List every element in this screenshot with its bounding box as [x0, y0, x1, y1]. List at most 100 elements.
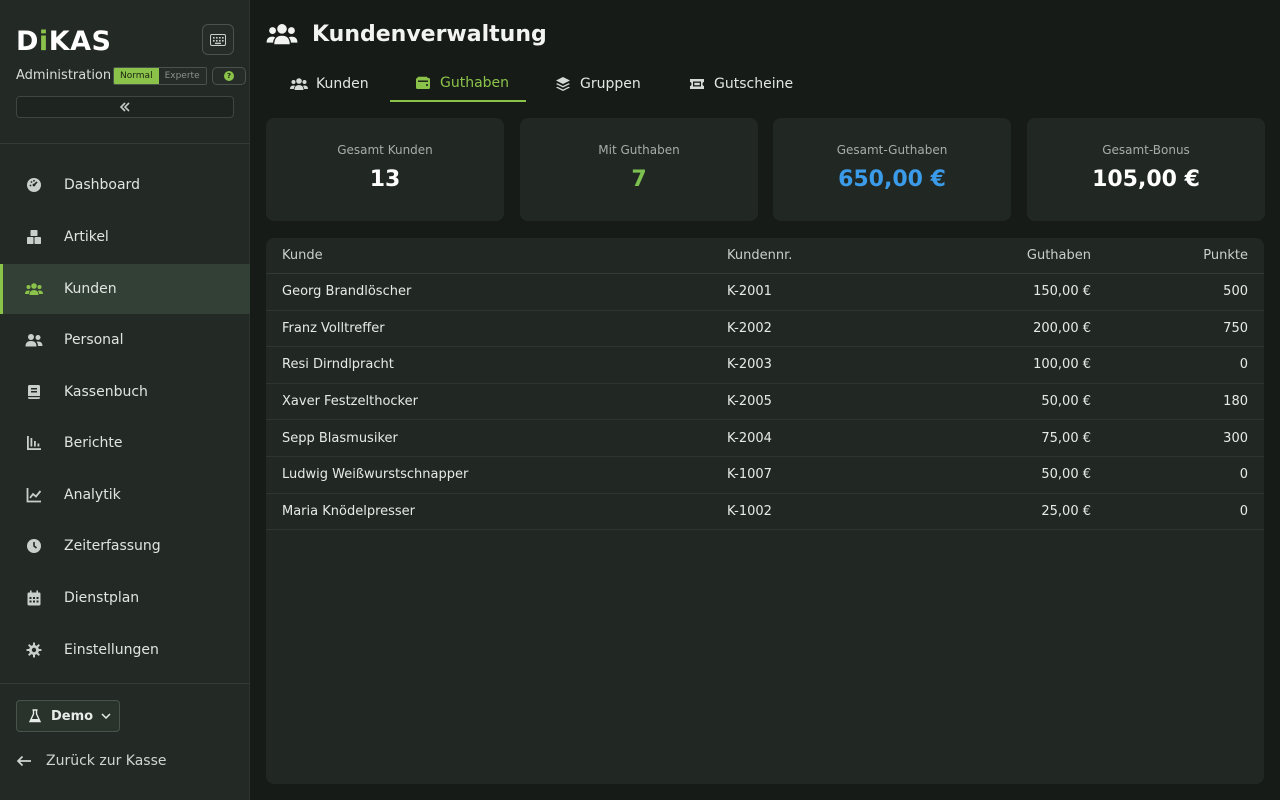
- sidebar-item-label: Kassenbuch: [64, 384, 148, 400]
- sidebar-item-einstellungen[interactable]: Einstellungen: [0, 625, 250, 675]
- customer-number-cell: K-2002: [727, 320, 772, 336]
- demo-dropdown[interactable]: Demo: [16, 700, 120, 732]
- sidebar-item-label: Einstellungen: [64, 642, 159, 658]
- points-cell: 500: [1223, 284, 1248, 300]
- admin-label: Administration: [16, 68, 112, 83]
- sidebar-item-label: Kunden: [64, 281, 117, 297]
- users-icon: [290, 75, 308, 93]
- back-link-label: Zurück zur Kasse: [46, 753, 167, 769]
- balance-cell: 25,00 €: [1041, 503, 1091, 519]
- layers-icon: [554, 75, 572, 93]
- flask-icon: [29, 709, 41, 723]
- help-button[interactable]: ?: [212, 67, 246, 85]
- sidebar-item-dashboard[interactable]: Dashboard: [0, 160, 250, 210]
- points-cell: 300: [1223, 430, 1248, 446]
- double-chevron-left-icon: [119, 102, 130, 112]
- sidebar-item-kassenbuch[interactable]: Kassenbuch: [0, 367, 250, 417]
- stat-value: 13: [369, 167, 401, 192]
- customer-name-cell: Georg Brandlöscher: [282, 284, 412, 300]
- tab-kunden[interactable]: Kunden: [266, 66, 390, 102]
- stat-label: Gesamt Kunden: [337, 143, 433, 157]
- table-row[interactable]: Georg Brandlöscher K-2001 150,00 € 500: [266, 274, 1264, 311]
- sidebar-item-label: Dashboard: [64, 177, 140, 193]
- mode-expert-option[interactable]: Experte: [158, 68, 206, 84]
- arrow-left-icon: [16, 755, 31, 767]
- sidebar-item-label: Artikel: [64, 229, 109, 245]
- mode-toggle[interactable]: Normal Experte: [113, 67, 207, 85]
- tab-gruppen[interactable]: Gruppen: [526, 66, 662, 102]
- customer-number-cell: K-2001: [727, 284, 772, 300]
- sidebar-item-personal[interactable]: Personal: [0, 315, 250, 365]
- page-title: Kundenverwaltung: [266, 18, 547, 50]
- sidebar-item-artikel[interactable]: Artikel: [0, 212, 250, 262]
- sidebar-item-label: Dienstplan: [64, 590, 140, 606]
- balance-cell: 150,00 €: [1033, 284, 1091, 300]
- divider: [0, 143, 250, 144]
- balance-table: Kunde Kundennr. Guthaben Punkte Georg Br…: [266, 238, 1264, 784]
- stat-card-total-balance: Gesamt-Guthaben 650,00 €: [773, 118, 1011, 221]
- customer-number-cell: K-1002: [727, 503, 772, 519]
- sidebar-item-label: Berichte: [64, 435, 123, 451]
- stat-value: 7: [631, 167, 647, 192]
- points-cell: 750: [1223, 320, 1248, 336]
- sidebar-item-dienstplan[interactable]: Dienstplan: [0, 573, 250, 623]
- demo-label: Demo: [51, 708, 94, 724]
- column-header-kunde[interactable]: Kunde: [282, 248, 323, 263]
- tab-label: Gutscheine: [714, 76, 794, 92]
- mode-normal-option[interactable]: Normal: [114, 68, 159, 84]
- wallet-icon: [414, 74, 432, 92]
- tab-guthaben[interactable]: Guthaben: [390, 66, 526, 102]
- sidebar-item-berichte[interactable]: Berichte: [0, 418, 250, 468]
- balance-cell: 200,00 €: [1033, 320, 1091, 336]
- customer-name-cell: Franz Volltreffer: [282, 320, 385, 336]
- page-title-text: Kundenverwaltung: [312, 21, 547, 47]
- table-row[interactable]: Franz Volltreffer K-2002 200,00 € 750: [266, 311, 1264, 348]
- balance-cell: 100,00 €: [1033, 357, 1091, 373]
- stat-card-with-balance: Mit Guthaben 7: [520, 118, 758, 221]
- stat-label: Gesamt-Bonus: [1102, 143, 1190, 157]
- table-row[interactable]: Sepp Blasmusiker K-2004 75,00 € 300: [266, 420, 1264, 457]
- keyboard-button[interactable]: [202, 24, 234, 55]
- users-icon: [266, 24, 298, 45]
- sidebar-item-label: Analytik: [64, 487, 121, 503]
- customer-name-cell: Ludwig Weißwurstschnapper: [282, 467, 469, 483]
- divider: [0, 683, 250, 684]
- stat-label: Mit Guthaben: [598, 143, 680, 157]
- sidebar-item-zeiterfassung[interactable]: Zeiterfassung: [0, 521, 250, 571]
- stat-value: 650,00 €: [838, 167, 946, 192]
- customer-number-cell: K-2005: [727, 394, 772, 410]
- table-row[interactable]: Maria Knödelpresser K-1002 25,00 € 0: [266, 494, 1264, 531]
- table-row[interactable]: Ludwig Weißwurstschnapper K-1007 50,00 € 0: [266, 457, 1264, 494]
- column-header-guthaben[interactable]: Guthaben: [1026, 248, 1091, 263]
- column-header-kundennr[interactable]: Kundennr.: [727, 248, 793, 263]
- app-logo: DiKAS: [16, 26, 112, 57]
- table-row[interactable]: Resi Dirndlpracht K-2003 100,00 € 0: [266, 347, 1264, 384]
- sidebar-item-analytik[interactable]: Analytik: [0, 470, 250, 520]
- bar-chart-icon: [24, 433, 44, 453]
- customer-name-cell: Resi Dirndlpracht: [282, 357, 394, 373]
- stat-card-total-bonus: Gesamt-Bonus 105,00 €: [1027, 118, 1265, 221]
- points-cell: 0: [1239, 357, 1248, 373]
- balance-cell: 75,00 €: [1041, 430, 1091, 446]
- stat-value: 105,00 €: [1092, 167, 1200, 192]
- customer-name-cell: Sepp Blasmusiker: [282, 430, 398, 446]
- table-row[interactable]: Xaver Festzelthocker K-2005 50,00 € 180: [266, 384, 1264, 421]
- calendar-icon: [24, 588, 44, 608]
- line-chart-icon: [24, 485, 44, 505]
- sidebar-item-kunden[interactable]: Kunden: [0, 264, 250, 314]
- back-to-register-link[interactable]: Zurück zur Kasse: [16, 750, 167, 772]
- gauge-icon: [24, 175, 44, 195]
- customer-number-cell: K-2003: [727, 357, 772, 373]
- keyboard-icon: [210, 33, 226, 46]
- balance-cell: 50,00 €: [1041, 467, 1091, 483]
- users-icon: [24, 279, 44, 299]
- tab-gutscheine[interactable]: Gutscheine: [662, 66, 802, 102]
- tab-label: Gruppen: [580, 76, 641, 92]
- sidebar: DiKAS Administration Normal Experte ? Da…: [0, 0, 250, 800]
- column-header-punkte[interactable]: Punkte: [1203, 248, 1248, 263]
- points-cell: 0: [1239, 503, 1248, 519]
- collapse-sidebar-button[interactable]: [16, 96, 234, 118]
- stat-label: Gesamt-Guthaben: [836, 143, 948, 157]
- help-icon: ?: [224, 71, 234, 81]
- gear-icon: [24, 640, 44, 660]
